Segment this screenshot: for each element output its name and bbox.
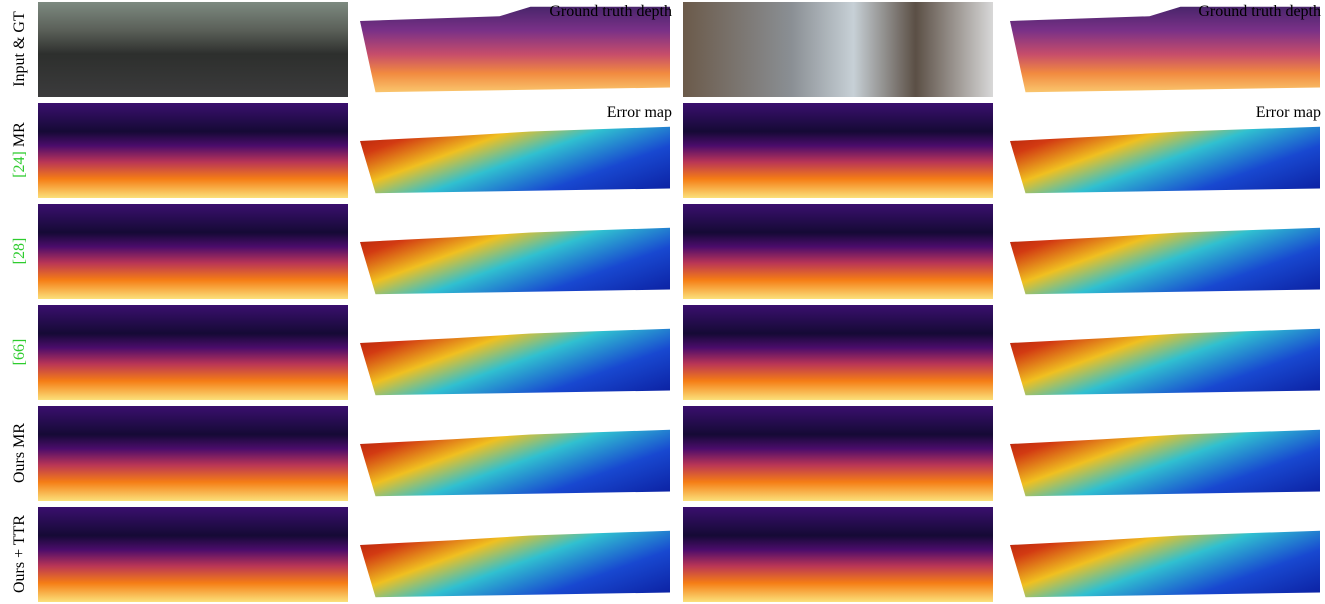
depth-prediction-image: [683, 406, 993, 501]
depth-prediction-image: [683, 103, 993, 198]
row-text: Input & GT: [11, 11, 28, 87]
depth-prediction-image: [38, 507, 348, 602]
error-map-image: [360, 227, 670, 295]
depth-prediction-image: [683, 507, 993, 602]
row-text: Ours MR: [11, 423, 28, 484]
error-map-image: [1010, 227, 1320, 295]
row-label: [28]: [11, 201, 29, 301]
row-label: Input & GT: [11, 0, 29, 99]
ground-truth-image: [360, 6, 670, 93]
depth-prediction-image: [38, 305, 348, 400]
error-map-image: [360, 328, 670, 396]
depth-prediction-image: [683, 305, 993, 400]
citation[interactable]: [28]: [11, 237, 28, 265]
depth-prediction-image: [38, 204, 348, 299]
error-map-image: [1010, 328, 1320, 396]
citation[interactable]: [24]: [11, 151, 28, 178]
row-label: [66]: [11, 302, 29, 402]
ground-truth-image: [1010, 6, 1320, 93]
row-text: Ours + TTR: [11, 514, 28, 594]
row-label: Ours MR: [11, 403, 29, 503]
error-map-image: [360, 530, 670, 598]
error-map-image: [1010, 429, 1320, 497]
depth-prediction-image: [38, 103, 348, 198]
error-caption: Error map: [1255, 104, 1321, 121]
gt-caption: Ground truth depth: [549, 3, 672, 20]
input-image: [683, 2, 993, 97]
row-label: [24] MR: [11, 100, 29, 200]
error-caption: Error map: [606, 104, 672, 121]
input-image: [38, 2, 348, 97]
error-map-image: [1010, 530, 1320, 598]
depth-prediction-image: [38, 406, 348, 501]
error-map-image: [360, 429, 670, 497]
row-text: MR: [11, 122, 28, 148]
row-label: Ours + TTR: [11, 504, 29, 604]
citation[interactable]: [66]: [11, 338, 28, 366]
gt-caption: Ground truth depth: [1198, 3, 1321, 20]
depth-prediction-image: [683, 204, 993, 299]
